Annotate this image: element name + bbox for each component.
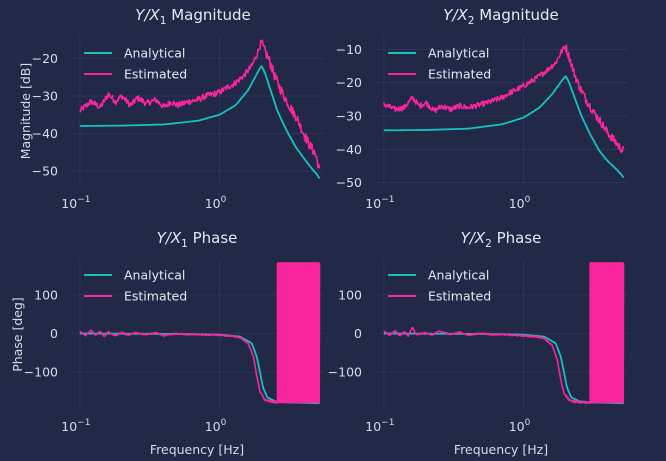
y-axis-label: Magnitude [dB] xyxy=(18,63,33,159)
x-tick-label: 100 xyxy=(509,418,531,434)
x-axis-label: Frequency [Hz] xyxy=(454,442,548,457)
legend-label-estimated: Estimated xyxy=(428,289,491,304)
x-tick-label: 10−1 xyxy=(365,195,394,211)
x-tick-label: 10−1 xyxy=(365,418,394,434)
subplot-3: 100 0 −100 10−1 100 Y/X1 Phase Phase [deg] Freq… xyxy=(10,229,324,457)
legend: Analytical Estimated xyxy=(388,46,491,82)
y-tick-label: −40 xyxy=(32,126,58,141)
y-tick-label: 0 xyxy=(50,326,58,341)
series-line-analytical xyxy=(80,66,320,178)
y-tick-label: −20 xyxy=(32,51,58,66)
y-tick-label: −100 xyxy=(328,365,362,380)
chart-title: Y/X2 Phase xyxy=(461,229,542,250)
legend: Analytical Estimated xyxy=(84,46,187,82)
legend: Analytical Estimated xyxy=(84,268,187,304)
y-tick-label: −20 xyxy=(336,75,362,90)
legend-label-analytical: Analytical xyxy=(428,268,489,283)
legend-label-analytical: Analytical xyxy=(428,46,489,61)
chart-title: Y/X2 Magnitude xyxy=(443,6,558,27)
x-tick-label: 100 xyxy=(205,195,227,211)
y-tick-label: −10 xyxy=(336,42,362,57)
y-tick-label: −50 xyxy=(336,175,362,190)
series-line-analytical xyxy=(384,334,624,404)
plot-area xyxy=(80,40,320,178)
x-axis-label: Frequency [Hz] xyxy=(150,442,244,457)
y-tick-label: −30 xyxy=(32,89,58,104)
legend-label-estimated: Estimated xyxy=(124,67,187,82)
y-tick-label: 100 xyxy=(338,287,362,302)
legend-label-estimated: Estimated xyxy=(428,67,491,82)
subplot-1: −20 −30 −40 −50 10−1 100 Y/X1 Magnitude Magnitu… xyxy=(18,6,324,211)
plot-area xyxy=(384,45,624,177)
chart-title: Y/X1 Phase xyxy=(157,229,238,250)
y-tick-label: −50 xyxy=(32,164,58,179)
y-tick-label: −40 xyxy=(336,142,362,157)
x-tick-label: 100 xyxy=(509,195,531,211)
subplot-4: 100 0 −100 10−1 100 Y/X2 Phase Frequency [Hz] A… xyxy=(328,229,628,457)
legend: Analytical Estimated xyxy=(388,268,491,304)
y-tick-label: 0 xyxy=(354,326,362,341)
y-tick-label: −30 xyxy=(336,109,362,124)
legend-label-analytical: Analytical xyxy=(124,268,185,283)
series-line-estimated xyxy=(384,45,624,152)
legend-label-estimated: Estimated xyxy=(124,289,187,304)
x-tick-label: 100 xyxy=(205,418,227,434)
y-tick-label: 100 xyxy=(34,287,58,302)
grid-lines xyxy=(70,36,324,186)
chart-title: Y/X1 Magnitude xyxy=(135,6,250,27)
x-tick-label: 10−1 xyxy=(61,195,90,211)
series-line-analytical xyxy=(384,76,624,177)
x-tick-label: 10−1 xyxy=(61,418,90,434)
legend-label-analytical: Analytical xyxy=(124,46,185,61)
y-tick-label: −100 xyxy=(24,365,58,380)
y-axis-label: Phase [deg] xyxy=(10,297,25,372)
series-line-estimated xyxy=(80,40,320,168)
